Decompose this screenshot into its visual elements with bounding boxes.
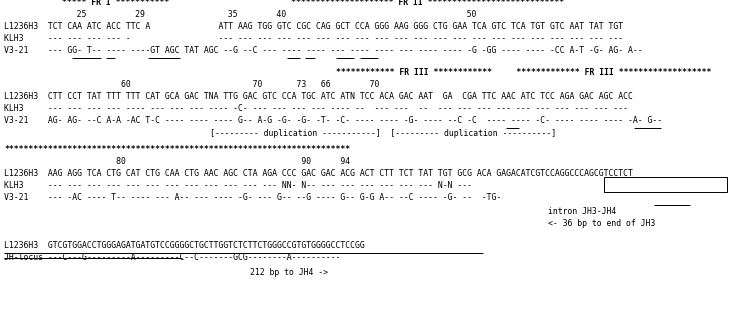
Text: V3-21    --- GG- T-- ---- ----GT AGC TAT AGC --G --C --- ---- ---- --- ---- ----: V3-21 --- GG- T-- ---- ----GT AGC TAT AG… — [4, 46, 643, 55]
Text: L1236H3  GTCGTGGACCTGGGAGATGATGTCCGGGGCTGCTTGGTCTCTTCTGGGCCGTGTGGGGCCTCCGG: L1236H3 GTCGTGGACCTGGGAGATGATGTCCGGGGCTG… — [4, 241, 365, 250]
Text: [--------- duplication -----------]  [--------- duplication ----------]: [--------- duplication -----------] [---… — [210, 129, 556, 138]
Text: 80                                    90      94: 80 90 94 — [4, 157, 350, 166]
Text: KLH3     --- --- --- --- ---- --- --- --- ---- -C- --- --- --- --- ---- --  --- : KLH3 --- --- --- --- ---- --- --- --- --… — [4, 104, 628, 113]
Text: intron JH3-JH4: intron JH3-JH4 — [548, 207, 616, 216]
Bar — [604, 177, 727, 192]
Text: V3-21    AG- AG- --C A-A -AC T-C ---- ---- ---- G-- A-G -G- -G- -T- -C- ---- ---: V3-21 AG- AG- --C A-A -AC T-C ---- ---- … — [4, 116, 662, 125]
Text: JH-locus ---C---G---------A---------C--C-------GCG--------A----------: JH-locus ---C---G---------A---------C--C… — [4, 253, 340, 262]
Text: ***********************************************************************: ****************************************… — [4, 145, 350, 154]
Text: ************ FR III ************     ************* FR III *******************: ************ FR III ************ *******… — [336, 68, 712, 77]
Text: KLH3     --- --- --- --- -                  --- --- --- --- --- --- --- --- --- : KLH3 --- --- --- --- - --- --- --- --- -… — [4, 34, 623, 43]
Text: L1236H3  AAG AGG TCA CTG CAT CTG CAA CTG AAC AGC CTA AGA CCC GAC GAC ACG ACT CTT: L1236H3 AAG AGG TCA CTG CAT CTG CAA CTG … — [4, 169, 633, 178]
Text: <- 36 bp to end of JH3: <- 36 bp to end of JH3 — [548, 219, 655, 228]
Text: 60                         70       73   66        70: 60 70 73 66 70 — [4, 80, 379, 89]
Text: V3-21    --- -AC ---- T-- ---- --- A-- --- ---- -G- --- G-- --G ---- G-- G-G A--: V3-21 --- -AC ---- T-- ---- --- A-- --- … — [4, 193, 501, 202]
Text: ***** FR I ***********                         ********************* FR II *****: ***** FR I *********** *****************… — [62, 0, 564, 7]
Text: KLH3     --- --- --- --- --- --- --- --- --- --- --- --- NN- N-- --- --- --- ---: KLH3 --- --- --- --- --- --- --- --- ---… — [4, 181, 472, 190]
Text: 25          29                 35        40                                     : 25 29 35 40 — [62, 10, 477, 19]
Text: 212 bp to JH4 ->: 212 bp to JH4 -> — [250, 268, 328, 277]
Text: L1236H3  TCT CAA ATC ACC TTC A              ATT AAG TGG GTC CGC CAG GCT CCA GGG : L1236H3 TCT CAA ATC ACC TTC A ATT AAG TG… — [4, 22, 623, 31]
Text: L1236H3  CTT CCT TAT TTT TTT CAT GCA GAC TNA TTG GAC GTC CCA TGC ATC ATN TCC ACA: L1236H3 CTT CCT TAT TTT TTT CAT GCA GAC … — [4, 92, 633, 101]
